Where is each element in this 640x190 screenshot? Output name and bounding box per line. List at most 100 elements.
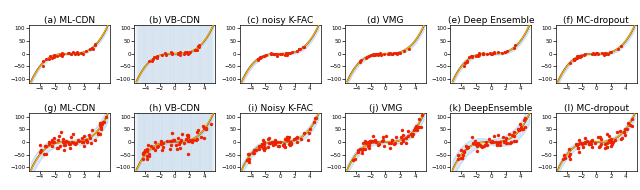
- Point: [68, 132, 78, 135]
- Point: [367, 54, 378, 57]
- Point: [259, 146, 269, 149]
- Point: [257, 143, 268, 146]
- Point: [192, 131, 202, 134]
- Point: [502, 142, 513, 145]
- Point: [90, 43, 100, 46]
- Point: [35, 150, 45, 153]
- Point: [602, 141, 612, 144]
- Point: [579, 141, 589, 144]
- Point: [478, 52, 488, 55]
- Point: [66, 136, 76, 139]
- Point: [85, 136, 95, 139]
- Point: [520, 116, 531, 119]
- Point: [84, 47, 95, 50]
- Point: [38, 64, 48, 67]
- Point: [600, 142, 610, 146]
- Point: [298, 46, 308, 49]
- Title: (i) Noisy K-FAC: (i) Noisy K-FAC: [248, 104, 312, 113]
- Point: [266, 52, 276, 55]
- Point: [407, 134, 417, 137]
- Point: [77, 53, 88, 56]
- Point: [458, 154, 468, 157]
- Point: [150, 140, 161, 143]
- Point: [193, 45, 203, 48]
- Point: [256, 56, 266, 59]
- Point: [264, 136, 274, 139]
- Point: [255, 56, 266, 59]
- Point: [142, 150, 152, 153]
- Point: [143, 144, 153, 147]
- Point: [495, 143, 506, 146]
- Point: [172, 52, 182, 55]
- Point: [182, 50, 193, 53]
- Point: [273, 145, 284, 148]
- Point: [309, 117, 319, 120]
- Point: [38, 60, 48, 63]
- Point: [591, 51, 601, 54]
- Point: [47, 140, 57, 143]
- Point: [259, 54, 269, 57]
- Point: [412, 125, 422, 128]
- Point: [587, 52, 597, 55]
- Point: [613, 48, 623, 51]
- Point: [41, 144, 51, 147]
- Point: [519, 119, 529, 122]
- Point: [164, 147, 175, 150]
- Point: [95, 133, 105, 136]
- Point: [514, 129, 524, 132]
- Point: [271, 141, 282, 144]
- Point: [607, 140, 617, 143]
- Point: [166, 51, 176, 54]
- Point: [386, 142, 396, 145]
- Point: [509, 135, 519, 138]
- Point: [361, 56, 371, 59]
- Title: (f) MC-dropout: (f) MC-dropout: [563, 16, 629, 25]
- Point: [596, 137, 606, 140]
- Point: [138, 157, 148, 160]
- Point: [253, 147, 264, 150]
- Point: [280, 54, 290, 57]
- Point: [568, 58, 579, 61]
- Point: [575, 55, 585, 58]
- Point: [184, 52, 195, 55]
- Point: [183, 139, 193, 142]
- Point: [463, 146, 474, 149]
- Point: [489, 135, 499, 138]
- Title: (h) VB-CDN: (h) VB-CDN: [149, 104, 200, 113]
- Point: [63, 140, 74, 143]
- Point: [500, 139, 511, 142]
- Point: [98, 121, 108, 124]
- Point: [156, 143, 166, 146]
- Point: [462, 60, 472, 63]
- Point: [572, 55, 582, 58]
- Point: [462, 146, 472, 149]
- Point: [285, 142, 296, 145]
- Point: [497, 51, 507, 54]
- Point: [95, 122, 106, 125]
- Point: [410, 126, 420, 129]
- Point: [565, 157, 575, 160]
- Point: [560, 156, 570, 159]
- Point: [269, 140, 280, 143]
- Point: [616, 137, 626, 140]
- Point: [269, 141, 280, 144]
- Point: [151, 55, 161, 58]
- Point: [49, 137, 59, 140]
- Point: [260, 146, 270, 150]
- Point: [587, 146, 597, 149]
- Point: [373, 143, 383, 146]
- Point: [175, 141, 185, 144]
- Point: [511, 140, 521, 143]
- Point: [283, 137, 293, 140]
- Point: [384, 141, 394, 144]
- Point: [415, 125, 426, 128]
- Point: [356, 148, 367, 151]
- Point: [194, 44, 204, 47]
- Point: [604, 138, 614, 141]
- Point: [161, 53, 172, 56]
- Point: [358, 148, 369, 151]
- Point: [462, 60, 472, 63]
- Point: [248, 152, 259, 155]
- Point: [408, 128, 419, 131]
- Point: [616, 45, 627, 48]
